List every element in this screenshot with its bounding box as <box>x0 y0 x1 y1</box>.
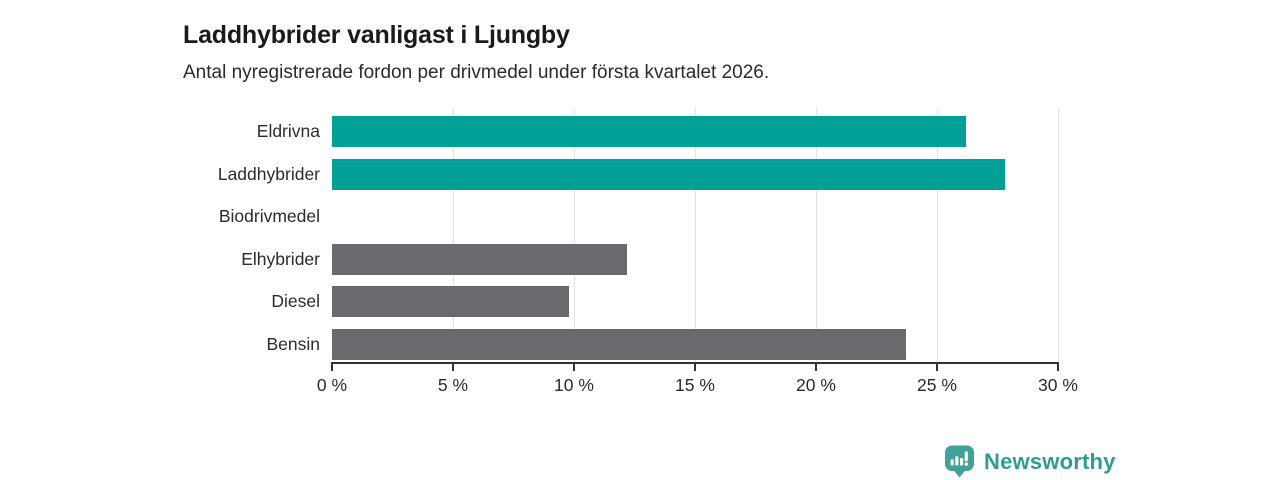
category-label: Bensin <box>266 333 320 354</box>
grid-line <box>695 108 696 363</box>
x-tick-label: 25 % <box>917 375 957 395</box>
grid-line <box>453 108 454 363</box>
newsworthy-logo-text: Newsworthy <box>984 448 1116 474</box>
bar-row: Elhybrider <box>241 236 1058 279</box>
bar-row: Laddhybrider <box>218 151 1058 194</box>
category-label: Diesel <box>271 291 320 311</box>
bar-row: Diesel <box>271 278 1058 321</box>
newsworthy-bar-chart-pin-icon <box>944 445 975 478</box>
x-tick-label: 10 % <box>554 375 594 395</box>
category-label: Laddhybrider <box>217 163 320 184</box>
chart-subtitle: Antal nyregistrerade fordon per drivmede… <box>183 62 770 83</box>
x-tick-label: 15 % <box>675 375 715 395</box>
x-tick-mark <box>936 363 938 371</box>
bar-elhybrider <box>332 243 628 275</box>
bar-laddhybrider <box>332 158 1005 190</box>
x-tick-mark <box>331 363 333 371</box>
x-tick-mark <box>694 363 696 371</box>
bar-diesel <box>332 286 570 317</box>
x-tick-label: 30 % <box>1038 375 1078 395</box>
grid-line <box>574 108 575 363</box>
x-tick-label: 0 % <box>316 375 348 395</box>
x-tick-mark <box>815 363 817 371</box>
bar-bensin <box>332 328 906 360</box>
bar-row: Biodrivmedel <box>219 193 1058 236</box>
grid-line <box>816 108 817 363</box>
newsworthy-logo: Newsworthy <box>944 445 1116 478</box>
category-label: Biodrivmedel <box>218 206 320 226</box>
bar-eldrivna <box>332 116 967 147</box>
plot-area: Eldrivna Laddhybrider Biodrivmedel Elhybrid… <box>218 108 1059 364</box>
bar-row: Bensin <box>266 321 1058 364</box>
category-label: Elhybrider <box>241 248 320 269</box>
chart-title: Laddhybrider vanligast i Ljungby <box>183 20 570 49</box>
x-tick-label: 5 % <box>437 375 469 395</box>
x-tick-mark <box>452 363 454 371</box>
x-tick-label: 20 % <box>796 375 836 395</box>
grid-line <box>937 108 938 363</box>
x-axis: 0 % 5 % 10 % 15 % 20 % 25 % 30 % <box>317 362 1078 402</box>
grid-line <box>1058 108 1059 363</box>
x-tick-mark <box>1057 363 1059 371</box>
bar-row: Eldrivna <box>257 108 1058 151</box>
category-label: Eldrivna <box>256 121 320 141</box>
x-tick-mark <box>573 363 575 371</box>
